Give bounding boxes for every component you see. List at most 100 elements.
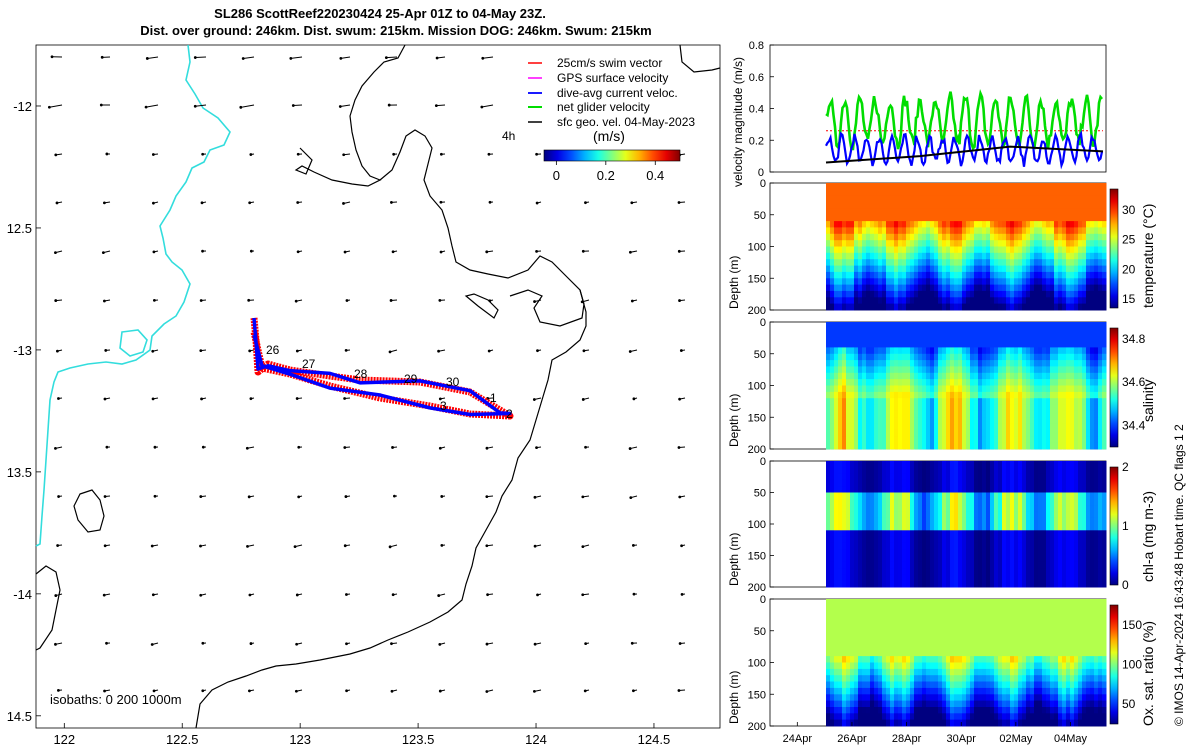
heatmap-cell: [990, 442, 995, 450]
heatmap-cell: [910, 517, 915, 525]
heatmap-cell: [990, 379, 995, 386]
heatmap-cell: [874, 549, 879, 556]
velocity-vector-head: [632, 689, 635, 693]
heatmap-cell: [1034, 183, 1039, 190]
heatmap-cell: [942, 536, 947, 544]
heatmap-cell: [1078, 417, 1083, 425]
heatmap-cell: [1102, 561, 1107, 569]
heatmap-cell: [838, 656, 843, 663]
heatmap-cell: [890, 278, 895, 286]
heatmap-cell: [1010, 271, 1015, 279]
heatmap-cell: [998, 189, 1003, 197]
heatmap-cell: [862, 391, 867, 399]
heatmap-cell: [1058, 423, 1063, 431]
heatmap-cell: [842, 252, 847, 260]
heatmap-cell: [1094, 555, 1099, 563]
heatmap-cell: [1046, 195, 1051, 203]
isobath-path: [379, 129, 585, 327]
velocity-vector-head: [199, 299, 203, 302]
heatmap-cell: [854, 574, 859, 582]
heatmap-cell: [874, 221, 879, 228]
heatmap-cell: [1002, 511, 1007, 519]
heatmap-cell: [890, 183, 895, 190]
heatmap-cell: [890, 303, 895, 311]
heatmap-cell: [1018, 259, 1023, 267]
heatmap-cell: [1018, 265, 1023, 273]
heatmap-cell: [1058, 555, 1063, 563]
heatmap-cell: [930, 334, 935, 342]
heatmap-cell: [974, 297, 979, 305]
heatmap-cell: [934, 423, 939, 431]
heatmap-cell: [1018, 246, 1023, 254]
heatmap-cell: [986, 436, 991, 444]
heatmap-cell: [830, 700, 835, 708]
velocity-vector-head: [629, 496, 633, 500]
heatmap-cell: [842, 492, 847, 500]
heatmap-cell: [906, 398, 911, 406]
heatmap-cell: [962, 530, 967, 538]
heatmap-cell: [1066, 353, 1071, 361]
heatmap-cell: [1102, 360, 1107, 367]
heatmap-cell: [930, 328, 935, 336]
heatmap-cell: [878, 183, 883, 190]
heatmap-cell: [918, 221, 923, 228]
heatmap-cell: [926, 505, 931, 512]
heatmap-cell: [834, 208, 839, 216]
velocity-vector-head: [344, 348, 348, 352]
heatmap-cell: [970, 240, 975, 248]
heatmap-cell: [1046, 183, 1051, 190]
heatmap-cell: [1042, 259, 1047, 267]
velocity-vector-head: [391, 250, 395, 254]
heatmap-cell: [870, 246, 875, 254]
heatmap-cell: [1078, 366, 1083, 374]
heatmap-cell: [838, 360, 843, 367]
heatmap-cell: [914, 423, 919, 431]
heatmap-cell: [838, 366, 843, 374]
heatmap-cell: [826, 322, 831, 329]
heatmap-cell: [838, 353, 843, 361]
velocity-vector-head: [677, 249, 681, 253]
heatmap-cell: [1010, 536, 1015, 544]
heatmap-cell: [1086, 385, 1091, 393]
heatmap-cell: [1046, 233, 1051, 241]
heatmap-cell: [982, 555, 987, 563]
heatmap-cell: [1010, 555, 1015, 563]
heatmap-cell: [914, 214, 919, 222]
heatmap-cell: [1074, 297, 1079, 305]
velocity-vector-head: [248, 349, 252, 353]
heatmap-cell: [854, 227, 859, 235]
heatmap-cell: [1010, 265, 1015, 273]
heatmap-cell: [1058, 366, 1063, 374]
heatmap-cell: [946, 561, 951, 569]
heatmap-cell: [1086, 391, 1091, 399]
heatmap-cell: [966, 259, 971, 267]
heatmap-cell: [950, 221, 955, 228]
heatmap-cell: [998, 574, 1003, 582]
heatmap-cell: [942, 271, 947, 279]
heatmap-cell: [946, 404, 951, 412]
heatmap-cell: [858, 630, 863, 638]
heatmap-cell: [1082, 404, 1087, 412]
heatmap-cell: [838, 643, 843, 651]
velocity-vector-head: [677, 689, 681, 692]
heatmap-cell: [950, 498, 955, 506]
heatmap-cell: [830, 353, 835, 361]
heatmap-cell: [910, 353, 915, 361]
heatmap-cell: [986, 549, 991, 556]
heatmap-cell: [830, 561, 835, 569]
heatmap-cell: [1066, 240, 1071, 248]
heatmap-cell: [962, 461, 967, 468]
heatmap-cell: [962, 391, 967, 399]
heatmap-cell: [838, 303, 843, 311]
heatmap-cell: [1050, 221, 1055, 228]
heatmap-cell: [1026, 461, 1031, 468]
velocity-vector-head: [151, 349, 155, 353]
heatmap-cell: [1038, 360, 1043, 367]
heatmap-cell: [846, 505, 851, 512]
heatmap-cell: [938, 492, 943, 500]
heatmap-cell: [946, 498, 951, 506]
heatmap-cell: [958, 555, 963, 563]
heatmap-cell: [1054, 505, 1059, 512]
heatmap-cell: [1030, 536, 1035, 544]
heatmap-cell: [1026, 574, 1031, 582]
